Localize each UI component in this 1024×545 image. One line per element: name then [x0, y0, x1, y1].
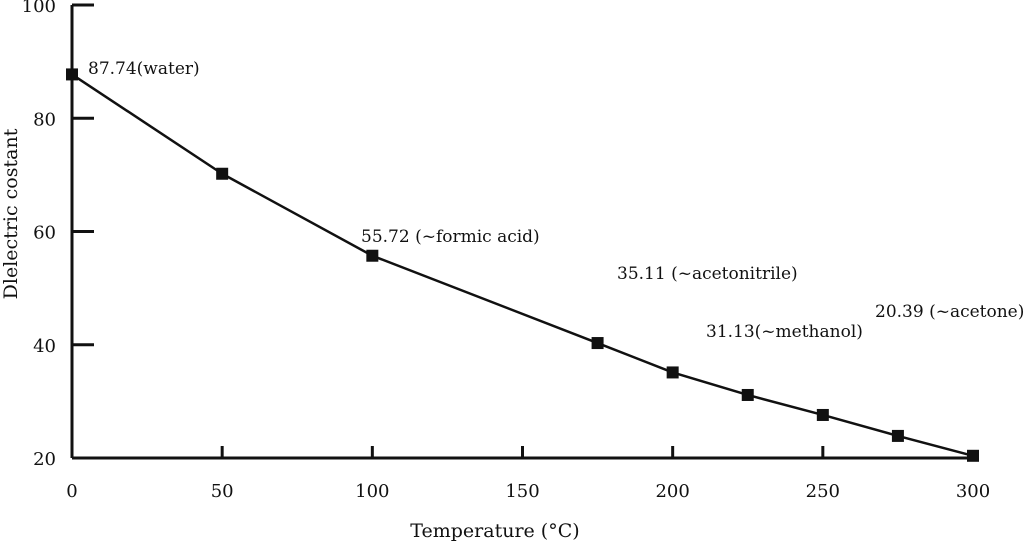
plot-area: [66, 68, 979, 462]
annotation-acetonitrile: 35.11 (~acetonitrile): [617, 264, 798, 284]
annotation-water: 87.74(water): [88, 59, 200, 79]
x-tick-label: 0: [66, 481, 77, 502]
x-tick-label: 200: [655, 481, 689, 502]
data-point-marker: [967, 449, 979, 462]
data-point-marker: [216, 167, 229, 180]
y-tick-label: 100: [22, 0, 56, 17]
axes: 0 50 100 150 200 250 300 20 40 60 80 100: [22, 0, 991, 502]
y-tick-label: 80: [33, 109, 56, 130]
annotations: 87.74(water) 55.72 (~formic acid) 35.11 …: [88, 59, 1024, 342]
y-tick-label: 20: [33, 449, 56, 470]
data-point-marker: [591, 337, 604, 350]
y-tick-label: 60: [33, 223, 56, 244]
y-tick-label: 40: [33, 336, 56, 357]
annotation-acetone: 20.39 (~acetone): [875, 302, 1024, 322]
data-point-marker: [666, 366, 679, 379]
x-tick-label: 100: [355, 481, 389, 502]
annotation-formic-acid: 55.72 (~formic acid): [361, 227, 540, 247]
x-tick-label: 250: [806, 481, 840, 502]
x-tick-label: 300: [956, 481, 990, 502]
data-point-marker: [366, 249, 379, 262]
data-point-marker: [816, 408, 829, 421]
x-tick-label: 150: [505, 481, 539, 502]
series-line: [71, 73, 974, 458]
data-point-marker: [741, 388, 754, 401]
x-tick-label: 50: [211, 481, 234, 502]
x-axis-title: Temperature (°C): [410, 520, 579, 542]
data-point-marker: [891, 429, 904, 442]
y-axis-title: Dlelectric costant: [0, 128, 22, 299]
annotation-methanol: 31.13(~methanol): [706, 322, 863, 342]
data-point-marker: [66, 68, 78, 81]
